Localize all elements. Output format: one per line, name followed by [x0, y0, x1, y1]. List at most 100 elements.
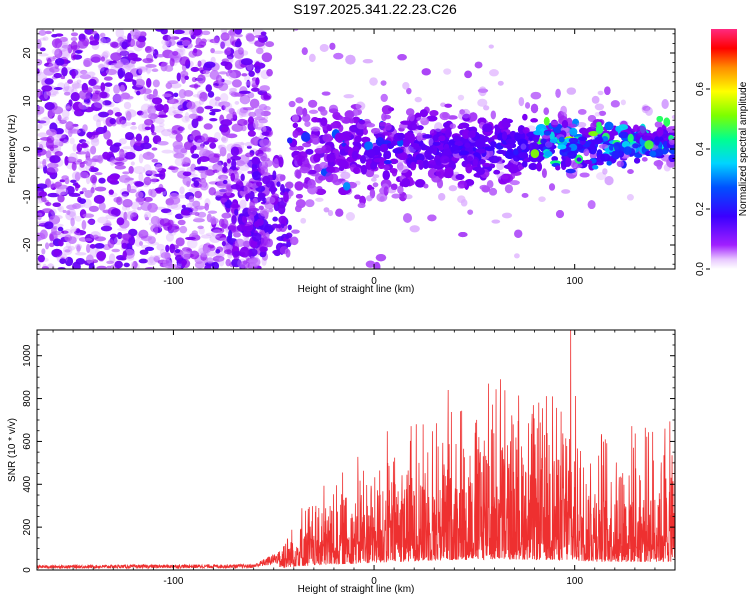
spectrogram-cell	[406, 87, 412, 95]
spectrogram-cell	[591, 95, 600, 104]
spectrogram-cell	[37, 58, 43, 66]
spectrogram-cell	[121, 191, 130, 197]
spectrogram-cell	[551, 156, 558, 162]
spectrogram-cell	[121, 193, 128, 199]
spectrogram-cell	[173, 144, 185, 154]
spectrogram-cell	[370, 161, 378, 170]
spectrogram-cell	[203, 123, 213, 130]
spectrogram-cell	[48, 61, 57, 68]
spectrogram-cell	[40, 196, 47, 203]
spectrogram-cell	[543, 117, 550, 126]
spectrogram-cell	[180, 209, 190, 216]
spectrogram-cell	[557, 144, 567, 150]
spectrogram-cell	[256, 218, 264, 226]
spectrogram-cell	[132, 79, 137, 86]
spectrogram-cell	[576, 157, 582, 162]
spectrogram-cell	[254, 65, 261, 74]
spectrogram-cell	[591, 95, 600, 104]
spectrogram-cell	[375, 137, 385, 147]
spectrogram-cell	[423, 183, 429, 189]
spectrogram-cell	[522, 113, 528, 121]
spectrogram-cell	[454, 140, 464, 147]
spectrogram-cell	[448, 185, 458, 192]
spectrogram-cell	[473, 152, 480, 157]
spectrogram-cell	[153, 225, 159, 235]
spectrogram-cell	[122, 95, 134, 100]
spectrogram-cell	[432, 141, 441, 146]
spectrogram-cell	[75, 252, 87, 256]
spectrogram-cell	[63, 91, 71, 96]
spectrogram-cell	[41, 208, 53, 214]
spectrogram-cell	[91, 53, 102, 63]
spectrogram-cell	[489, 69, 499, 77]
spectrogram-cell	[64, 116, 69, 121]
spectrogram-cell	[455, 174, 465, 180]
spectrogram-cell	[136, 74, 142, 82]
spectrogram-cell	[127, 52, 138, 61]
spectrogram-cell	[188, 195, 195, 203]
spectrogram-cell	[226, 235, 232, 243]
spectrogram-cell	[175, 133, 183, 142]
spectrogram-cell	[37, 120, 47, 124]
spectrogram-cell	[541, 134, 551, 139]
colorbar-tick-label: 0.6	[695, 82, 706, 96]
spectrogram-cell	[108, 253, 116, 263]
spectrogram-cell	[656, 159, 663, 170]
spectrogram-cell	[174, 48, 186, 53]
snr-y-ticks: 0 200 400 600 800 1000	[22, 333, 675, 573]
spectrogram-cell	[467, 130, 476, 139]
spectrogram-cell	[39, 94, 50, 102]
spectrogram-cell	[389, 158, 399, 165]
spectrogram-cell	[103, 125, 108, 133]
spectrogram-cell	[84, 238, 93, 242]
spectrogram-cell	[138, 258, 148, 264]
spectrogram-cell	[167, 54, 180, 59]
spectrogram-cell	[369, 77, 378, 86]
spectrogram-cell	[373, 261, 381, 269]
spectrogram-cell	[465, 163, 473, 174]
spectrogram-cell	[140, 112, 149, 119]
spectrogram-cell	[106, 174, 118, 184]
spectrogram-cell	[338, 159, 348, 168]
spectrogram-cell	[134, 78, 145, 88]
spectrogram-cell	[76, 245, 81, 252]
spectrogram-cell	[391, 193, 401, 199]
spectrogram-cell	[326, 153, 336, 163]
spectrogram-cell	[422, 159, 429, 170]
spectrogram-cell	[51, 33, 58, 38]
spectrogram-cell	[242, 240, 251, 248]
spectrogram-cell	[594, 112, 601, 117]
spectrogram-cell	[544, 141, 553, 148]
spectrogram-cell	[135, 191, 144, 199]
spectrogram-cell	[91, 95, 99, 100]
spectrogram-cell	[443, 68, 452, 75]
x-tick-label: 0	[371, 576, 377, 587]
spectrogram-cell	[228, 70, 237, 80]
spectrogram-cell	[143, 214, 149, 220]
spectrogram-cell	[176, 72, 181, 82]
spectrogram-cell	[107, 238, 115, 249]
spectrogram-cell	[128, 188, 137, 194]
spectrogram-cell	[157, 140, 169, 146]
spectrogram-cell	[255, 77, 260, 86]
spectrogram-cell	[62, 209, 67, 214]
spectrogram-cell	[285, 234, 290, 240]
spectrogram-cell	[230, 172, 235, 182]
spectrogram-cell	[106, 139, 113, 146]
spectrogram-cell	[613, 142, 621, 153]
spectrogram-cell	[382, 170, 390, 181]
spectrogram-cell	[483, 105, 490, 111]
spectrogram-cell	[111, 248, 121, 253]
spectrogram-cell	[88, 205, 100, 212]
spectrogram-cell	[64, 234, 72, 242]
spectrogram-cell	[364, 141, 373, 151]
spectrogram-cell	[654, 121, 663, 128]
spectrogram-cell	[334, 149, 340, 160]
spectrogram-cell	[196, 76, 204, 86]
spectrogram-cell	[251, 156, 261, 165]
spectrogram-cell	[58, 240, 64, 247]
y-tick-label: 10	[22, 95, 33, 107]
spectrogram-cell	[383, 186, 389, 196]
spectrogram-cell	[220, 119, 233, 127]
spectrogram-cell	[57, 226, 64, 232]
